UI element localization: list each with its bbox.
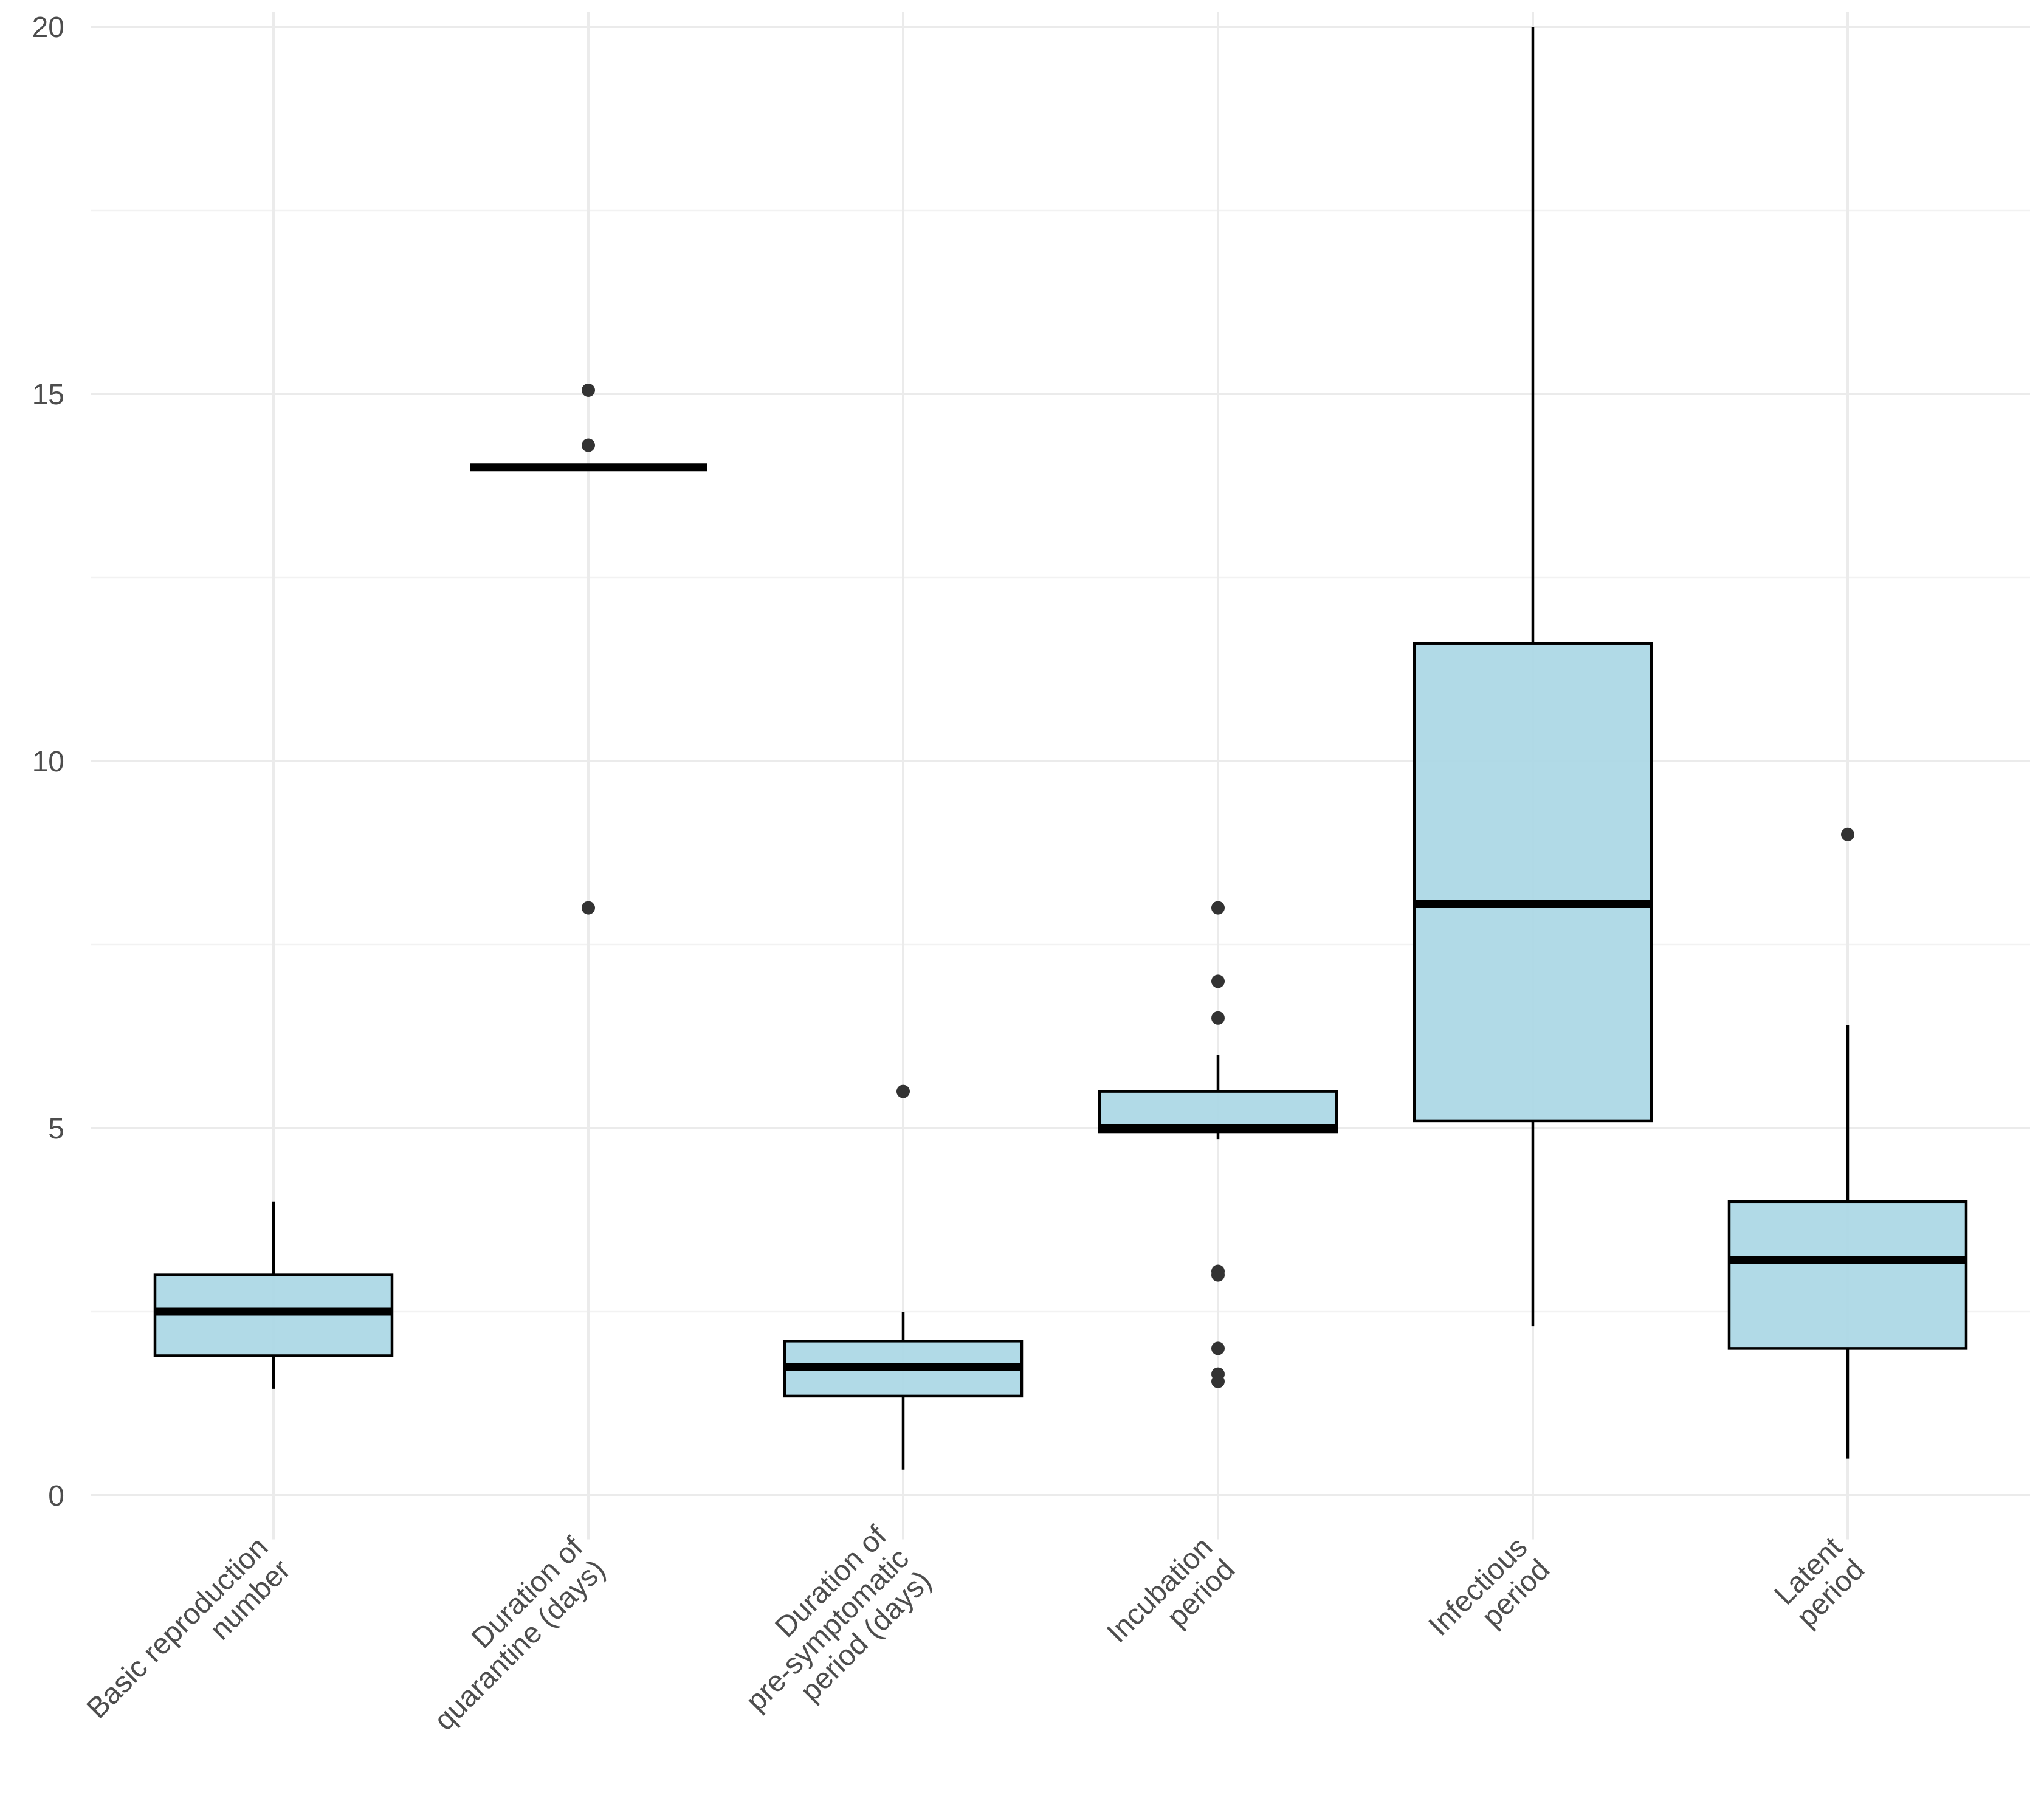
box-group-6 [1727, 827, 1968, 1459]
y-tick-label: 5 [48, 1113, 64, 1145]
y-tick-label: 0 [48, 1480, 64, 1512]
box-group-5 [1413, 27, 1653, 1327]
outlier-point [582, 383, 595, 397]
iqr-box [1413, 642, 1653, 1123]
box-group-3 [783, 1084, 1024, 1470]
outlier-point [1211, 1374, 1225, 1388]
box-series [153, 27, 1968, 1470]
outlier-point [1841, 827, 1854, 841]
outlier-point [582, 438, 595, 452]
box-group-4 [1098, 901, 1338, 1388]
outlier-point [1211, 1011, 1225, 1025]
outlier-point [1211, 1341, 1225, 1355]
y-axis-tick-labels: 0 5 10 15 20 [32, 12, 64, 1512]
outlier-point [582, 901, 595, 915]
outlier-point [896, 1084, 910, 1098]
box-group-2 [470, 383, 707, 915]
outlier-point [1211, 1268, 1225, 1282]
outlier-point [1211, 901, 1225, 915]
y-tick-label: 20 [32, 12, 64, 44]
iqr-box [1727, 1200, 1968, 1350]
y-tick-label: 15 [32, 379, 64, 411]
y-tick-label: 10 [32, 746, 64, 778]
minor-gridlines [91, 209, 2030, 1313]
outlier-point [1211, 974, 1225, 988]
box-group-1 [153, 1201, 394, 1389]
